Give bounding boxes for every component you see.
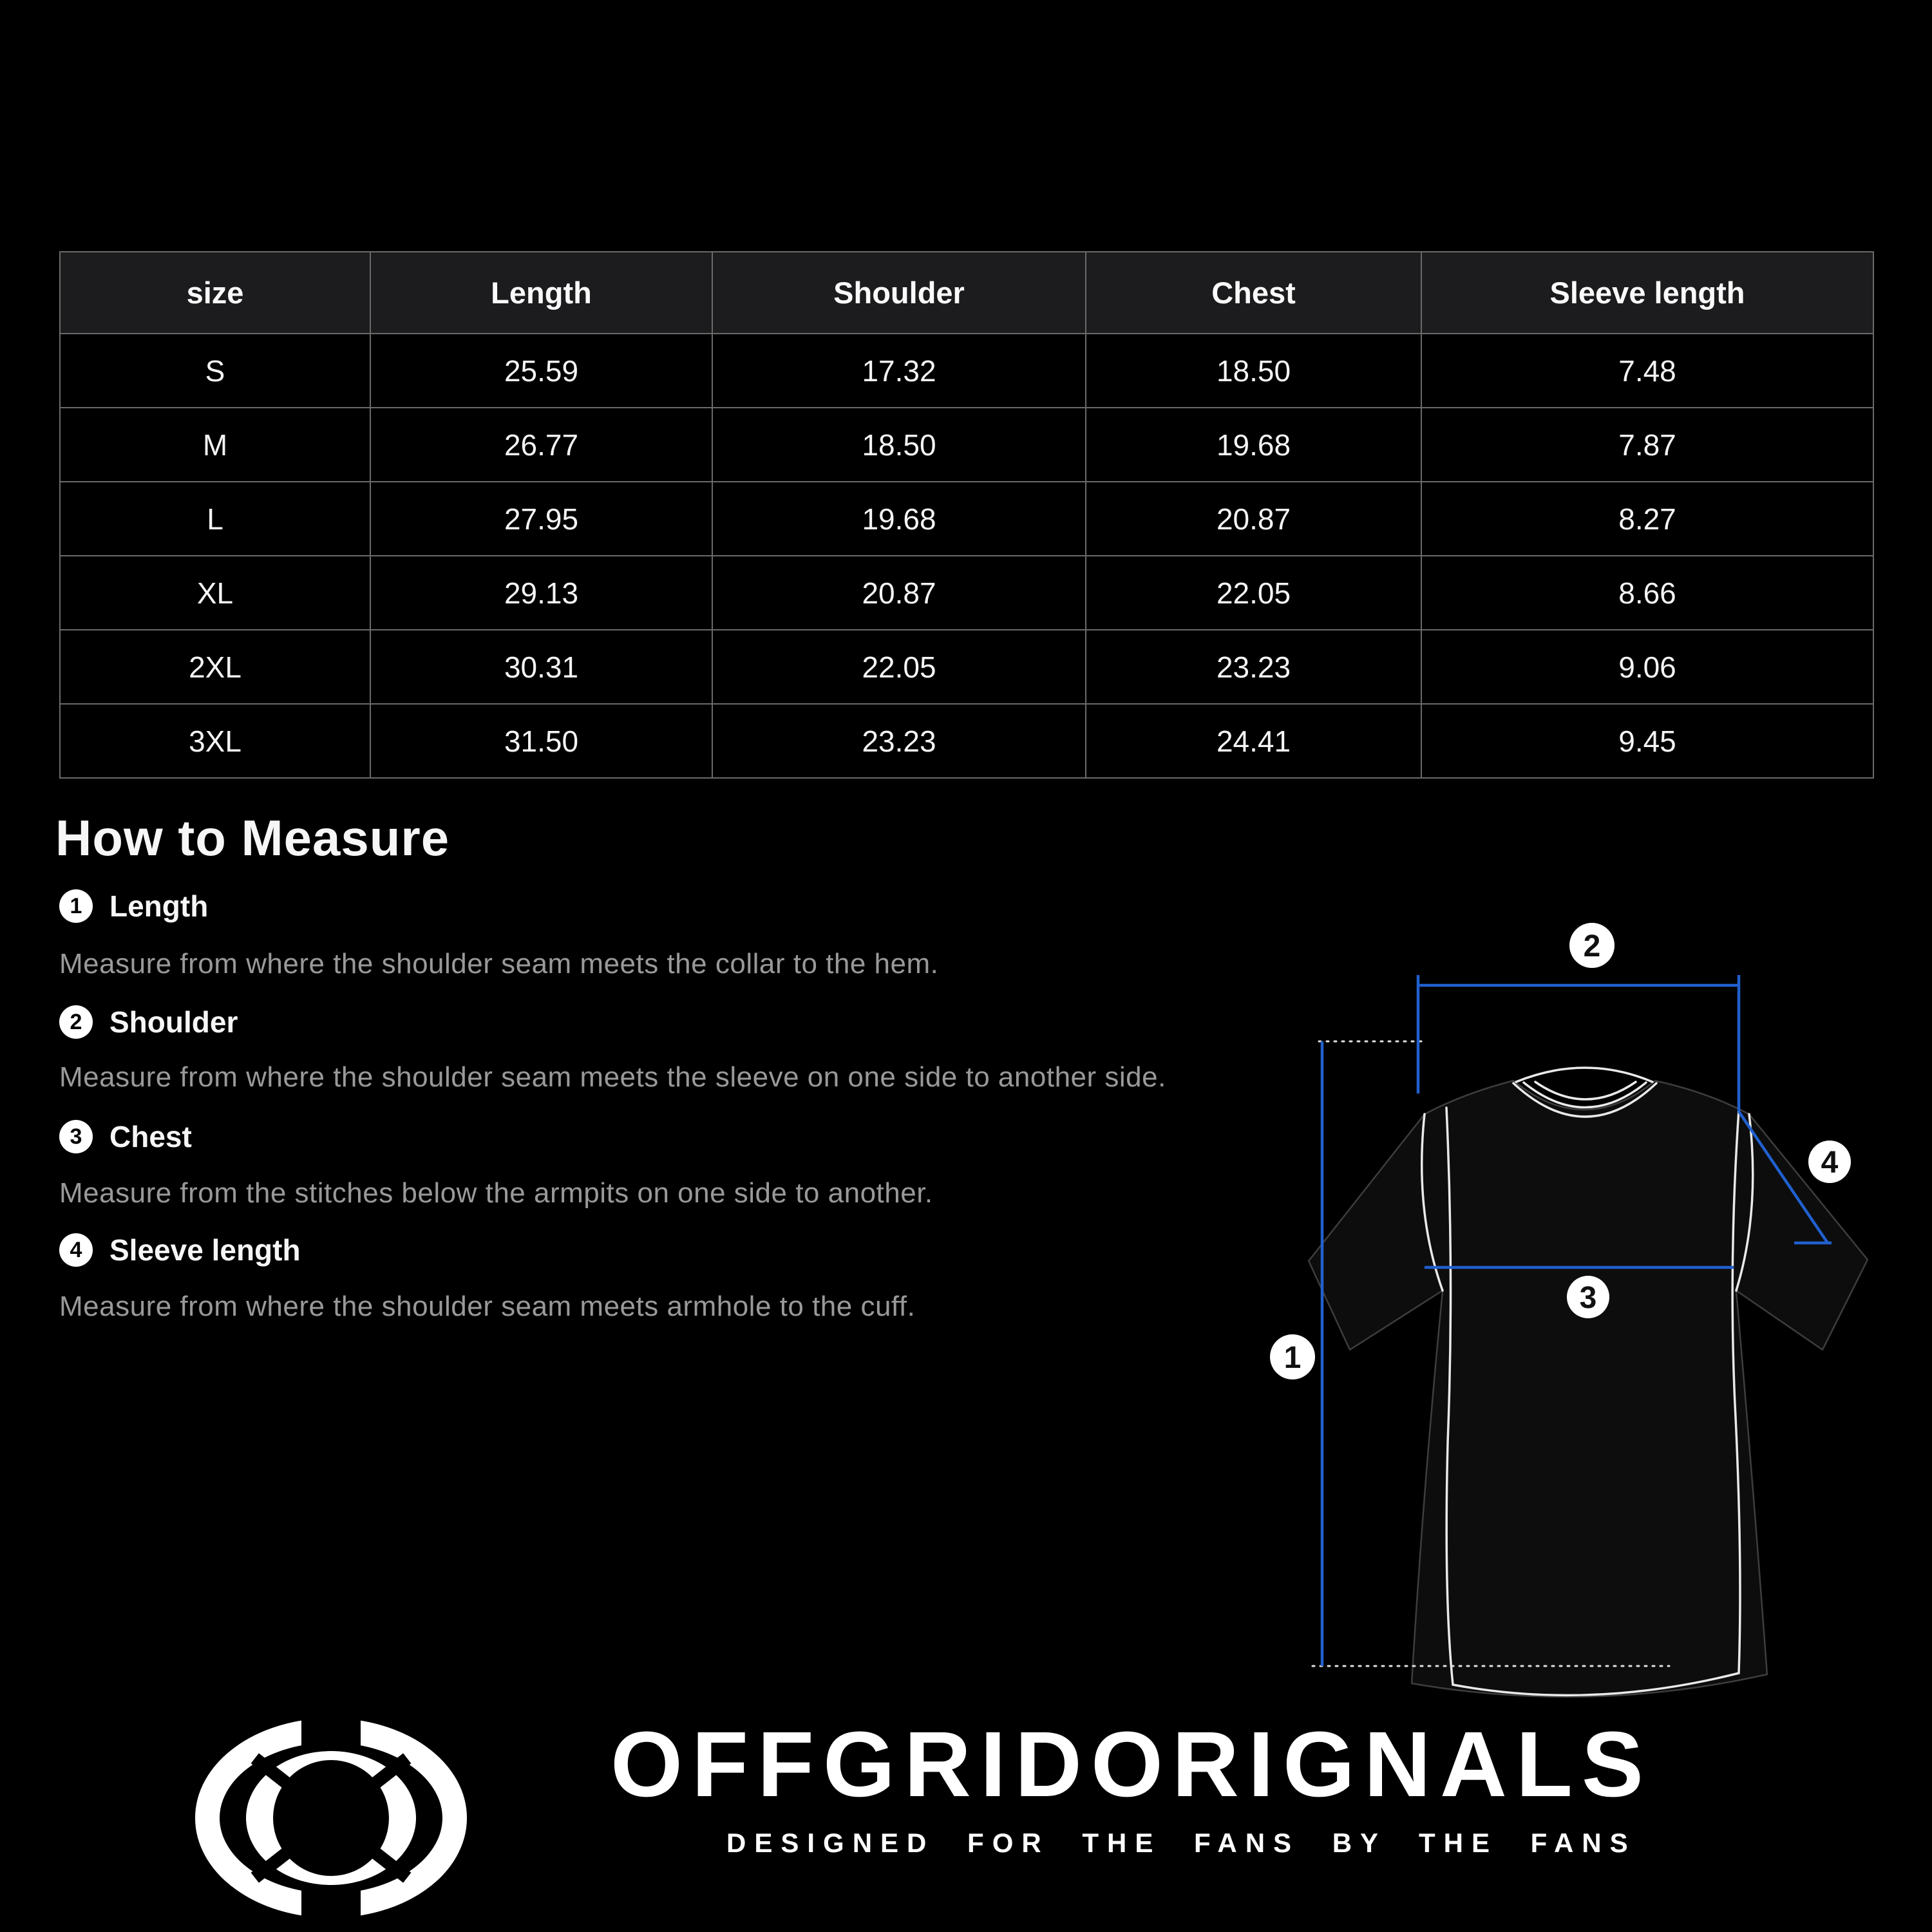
- cell-sleeve: 7.87: [1421, 407, 1874, 482]
- cell-chest: 24.41: [1085, 703, 1422, 779]
- table-row: M 26.77 18.50 19.68 7.87: [59, 407, 1874, 482]
- number-1-badge: 1: [59, 889, 93, 923]
- collar-seam: [1534, 1081, 1637, 1101]
- front-panel-seam: [1445, 1106, 1741, 1697]
- how-to-measure-title: How to Measure: [55, 810, 450, 866]
- cell-chest: 20.87: [1085, 481, 1422, 556]
- column-header-shoulder: Shoulder: [712, 251, 1086, 334]
- marker-circle: [1270, 1334, 1315, 1379]
- marker-1: 1: [1270, 1334, 1315, 1379]
- table-row: L 27.95 19.68 20.87 8.27: [59, 481, 1874, 556]
- marker-circle: [1567, 1276, 1609, 1318]
- tshirt-measurement-diagram: 2 4 3 1: [1270, 923, 1869, 1698]
- measure-item-length: 1 Length: [59, 889, 208, 923]
- measure-line-sleeve: [1738, 1110, 1829, 1244]
- cell-size: 3XL: [59, 703, 371, 779]
- sleeve-seam-right: [1735, 1113, 1754, 1292]
- cell-length: 27.95: [370, 481, 713, 556]
- cell-sleeve: 8.66: [1421, 555, 1874, 630]
- measure-item-description: Measure from where the shoulder seam mee…: [59, 1291, 916, 1322]
- cell-sleeve: 8.27: [1421, 481, 1874, 556]
- marker-circle: [1569, 923, 1615, 968]
- table-row: 2XL 30.31 22.05 23.23 9.06: [59, 629, 1874, 705]
- number-2-badge: 2: [59, 1005, 93, 1039]
- marker-2: 2: [1569, 923, 1615, 968]
- brand-name: OFFGRIDORIGNALS: [611, 1712, 1653, 1816]
- cell-length: 26.77: [370, 407, 713, 482]
- brand-tagline: DESIGNED FOR THE FANS BY THE FANS: [726, 1828, 1636, 1858]
- cell-sleeve: 9.45: [1421, 703, 1874, 779]
- table-row: 3XL 31.50 23.23 24.41 9.45: [59, 703, 1874, 779]
- cell-shoulder: 20.87: [712, 555, 1086, 630]
- cell-chest: 23.23: [1085, 629, 1422, 705]
- cell-shoulder: 19.68: [712, 481, 1086, 556]
- table-row: XL 29.13 20.87 22.05 8.66: [59, 555, 1874, 630]
- cell-shoulder: 23.23: [712, 703, 1086, 779]
- collar-seam: [1522, 1081, 1647, 1109]
- cell-length: 25.59: [370, 333, 713, 408]
- cell-size: 2XL: [59, 629, 371, 705]
- measure-item-chest: 3 Chest: [59, 1119, 192, 1154]
- tshirt-illustration: [1307, 1079, 1869, 1698]
- cell-length: 31.50: [370, 703, 713, 779]
- cell-chest: 19.68: [1085, 407, 1422, 482]
- cell-length: 29.13: [370, 555, 713, 630]
- measure-item-description: Measure from the stitches below the armp…: [59, 1177, 933, 1209]
- collar-seam: [1512, 1082, 1658, 1118]
- column-header-sleeve-length: Sleeve length: [1421, 251, 1874, 334]
- measure-item-label: Length: [109, 889, 209, 923]
- measure-item-shoulder: 2 Shoulder: [59, 1005, 238, 1039]
- column-header-length: Length: [370, 251, 713, 334]
- cell-size: S: [59, 333, 371, 408]
- measure-item-description: Measure from where the shoulder seam mee…: [59, 948, 939, 980]
- cell-size: M: [59, 407, 371, 482]
- cell-shoulder: 18.50: [712, 407, 1086, 482]
- measure-item-label: Sleeve length: [109, 1233, 301, 1267]
- cell-sleeve: 7.48: [1421, 333, 1874, 408]
- cell-size: XL: [59, 555, 371, 630]
- cell-size: L: [59, 481, 371, 556]
- collar-seam: [1515, 1066, 1654, 1083]
- measure-item-label: Chest: [109, 1120, 192, 1153]
- cell-shoulder: 22.05: [712, 629, 1086, 705]
- column-header-size: size: [59, 251, 371, 334]
- cell-chest: 22.05: [1085, 555, 1422, 630]
- measure-item-sleeve-length: 4 Sleeve length: [59, 1233, 301, 1267]
- marker-circle: [1808, 1141, 1851, 1183]
- marker-number: 1: [1284, 1341, 1302, 1375]
- marker-number: 3: [1580, 1281, 1597, 1315]
- size-chart-table: size Length Shoulder Chest Sleeve length…: [59, 251, 1874, 779]
- marker-3: 3: [1567, 1276, 1609, 1318]
- table-row: S 25.59 17.32 18.50 7.48: [59, 333, 1874, 408]
- cell-chest: 18.50: [1085, 333, 1422, 408]
- marker-number: 4: [1821, 1146, 1839, 1180]
- number-4-badge: 4: [59, 1233, 93, 1267]
- eye-logo-icon: [195, 1710, 467, 1926]
- cell-shoulder: 17.32: [712, 333, 1086, 408]
- marker-4: 4: [1808, 1141, 1851, 1183]
- sleeve-seam-left: [1421, 1113, 1444, 1292]
- measure-item-label: Shoulder: [109, 1005, 238, 1039]
- cell-length: 30.31: [370, 629, 713, 705]
- table-header-row: size Length Shoulder Chest Sleeve length: [59, 251, 1874, 334]
- marker-number: 2: [1584, 929, 1601, 963]
- cell-sleeve: 9.06: [1421, 629, 1874, 705]
- measure-item-description: Measure from where the shoulder seam mee…: [59, 1061, 1166, 1093]
- number-3-badge: 3: [59, 1120, 93, 1153]
- column-header-chest: Chest: [1085, 251, 1422, 334]
